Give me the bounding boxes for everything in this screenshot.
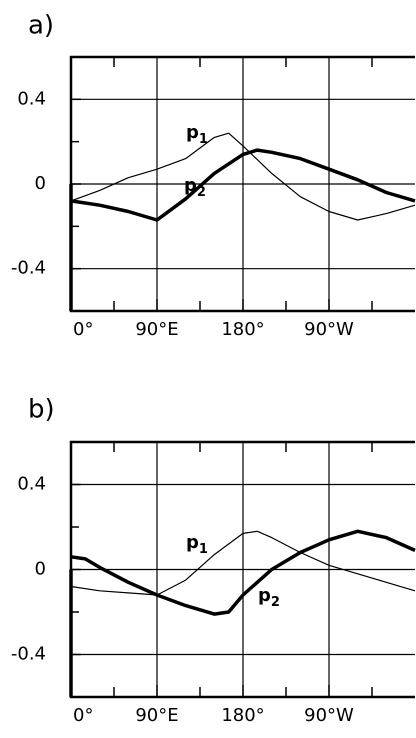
y-tick-label: 0.4 bbox=[17, 88, 46, 109]
series-label: p2 bbox=[184, 175, 206, 200]
x-tick-label: 90°E bbox=[135, 319, 178, 340]
x-tick-label: 180° bbox=[221, 319, 264, 340]
series-line bbox=[70, 148, 416, 222]
series-label: p1 bbox=[186, 532, 208, 557]
x-tick-label: 0° bbox=[73, 319, 93, 340]
series-line bbox=[70, 132, 416, 221]
x-tick-label: 90°W bbox=[304, 705, 354, 726]
panel-label: a) bbox=[28, 11, 54, 41]
x-tick-label: 0° bbox=[73, 705, 93, 726]
x-tick-label: 90°E bbox=[135, 705, 178, 726]
panel-label: b) bbox=[28, 395, 55, 425]
x-tick-label: 90°W bbox=[304, 319, 354, 340]
y-tick-label: -0.4 bbox=[11, 258, 46, 279]
x-tick-label: 180° bbox=[221, 705, 264, 726]
y-tick-label: -0.4 bbox=[11, 644, 46, 665]
series-line bbox=[70, 529, 416, 616]
series-label: p1 bbox=[186, 122, 208, 147]
y-tick-label: 0 bbox=[35, 173, 46, 194]
y-tick-label: 0 bbox=[35, 559, 46, 580]
y-tick-label: 0.4 bbox=[17, 474, 46, 495]
series-label: p2 bbox=[258, 585, 280, 610]
series-line bbox=[70, 530, 416, 596]
